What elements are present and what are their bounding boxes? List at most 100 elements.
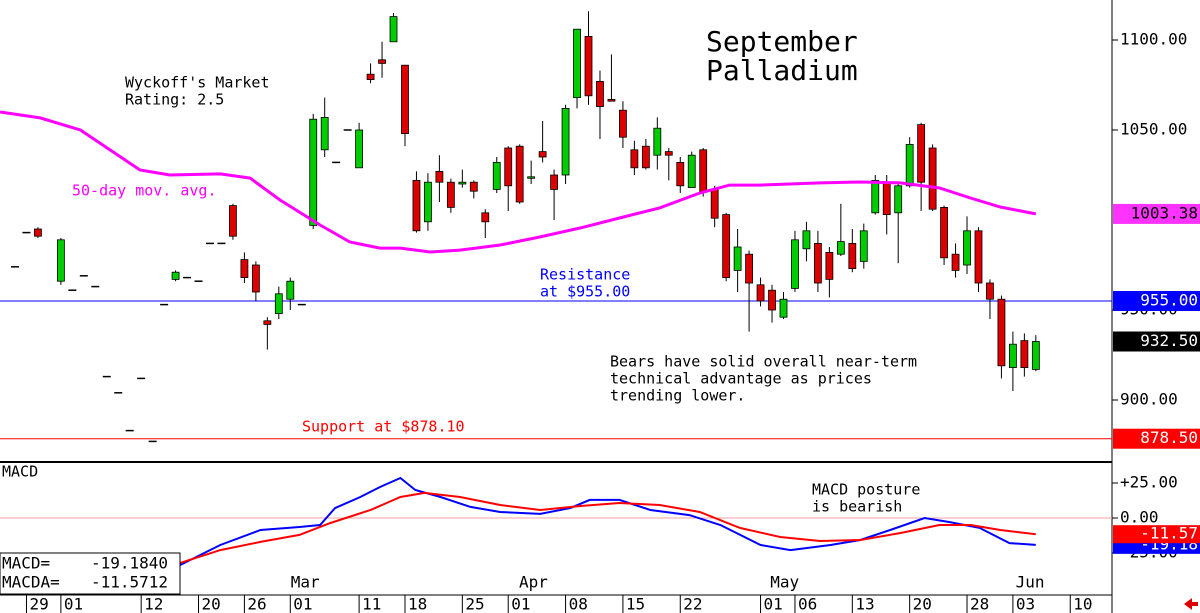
- month-label: May: [770, 573, 799, 592]
- candle-body: [389, 16, 398, 43]
- macd-line: [179, 491, 1036, 564]
- month-label: Apr: [519, 573, 548, 592]
- candle-body: [745, 253, 753, 284]
- candle-body: [641, 145, 650, 169]
- candle-body: [286, 280, 295, 300]
- scroll-arrow[interactable]: [1184, 598, 1198, 610]
- candle-body: [756, 284, 765, 302]
- candle-body: [1020, 340, 1029, 369]
- x-tick-label: 06: [798, 595, 817, 613]
- legend-value: -11.5712: [91, 573, 168, 592]
- candle-body: [469, 181, 478, 192]
- candle-body: [171, 271, 180, 280]
- macd-tick-label: +25.00: [1120, 473, 1178, 492]
- candle-body: [791, 239, 799, 289]
- candle-body: [34, 228, 42, 237]
- candle-body: [619, 109, 627, 138]
- candle-body: [802, 230, 811, 250]
- y-tick-label: 1100.00: [1120, 29, 1187, 48]
- x-tick-label: 25: [465, 595, 484, 613]
- candle-body: [779, 298, 788, 318]
- candle-body: [573, 28, 581, 98]
- legend-value: -19.1840: [91, 554, 168, 573]
- x-tick-label: 15: [626, 595, 645, 613]
- x-tick-label: 10: [1073, 595, 1092, 613]
- candle-body: [814, 243, 822, 284]
- candle-body: [355, 129, 364, 169]
- candle-body: [664, 151, 673, 156]
- level-label: 878.50: [1140, 428, 1198, 447]
- candle-body: [446, 181, 455, 208]
- x-tick-label: 13: [855, 595, 874, 613]
- candle-body: [974, 230, 983, 284]
- x-tick-label: 20: [202, 595, 221, 613]
- candle-body: [401, 64, 409, 134]
- candle-body: [492, 162, 501, 190]
- x-tick-label: 01: [511, 595, 530, 613]
- candle-body: [504, 147, 513, 187]
- annotation: Wyckoff's Market: [125, 74, 270, 92]
- x-tick-label: 01: [293, 595, 312, 613]
- x-tick-label: 28: [970, 595, 989, 613]
- candle-body: [229, 205, 237, 237]
- x-tick-label: 26: [247, 595, 266, 613]
- x-tick-label: 08: [569, 595, 588, 613]
- x-tick-label: 11: [362, 595, 381, 613]
- ma-label: 50-day mov. avg.: [72, 182, 217, 200]
- candle-body: [1008, 343, 1017, 369]
- candle-body: [894, 185, 903, 214]
- x-tick-label: 03: [1016, 595, 1035, 613]
- x-tick-label: 01: [764, 595, 783, 613]
- candle-body: [596, 80, 604, 107]
- candle-body: [1031, 341, 1040, 370]
- candle-body: [527, 176, 536, 179]
- candle-body: [320, 116, 329, 151]
- candle-body: [768, 289, 776, 311]
- month-label: Mar: [291, 573, 320, 592]
- macd-annotation: is bearish: [812, 498, 902, 516]
- x-tick-label: 22: [683, 595, 702, 613]
- candle-body: [653, 127, 662, 156]
- candle-body: [412, 180, 421, 232]
- macd-box: [1113, 525, 1200, 544]
- macd-box-label: -11.57: [1140, 524, 1198, 543]
- candle-body: [859, 230, 868, 262]
- level-box: [1113, 331, 1200, 352]
- candle-body: [940, 207, 948, 259]
- candle-body: [458, 181, 467, 185]
- candle-body: [240, 259, 249, 279]
- candle-body: [561, 107, 570, 176]
- candle-body: [917, 124, 926, 183]
- candle-body: [905, 143, 914, 187]
- candle-body: [630, 149, 639, 169]
- candle-body: [251, 264, 260, 293]
- annotation: trending lower.: [610, 387, 745, 405]
- level-box: [1113, 291, 1200, 312]
- level-label: 932.50: [1140, 331, 1198, 350]
- candle-body: [378, 59, 386, 64]
- candle-body: [435, 171, 444, 183]
- candle-body: [871, 180, 880, 214]
- macd-annotation: MACD posture: [812, 481, 920, 499]
- annotation: Support at $878.10: [302, 418, 465, 436]
- candle-body: [997, 298, 1006, 367]
- macd-line: [179, 476, 1036, 566]
- moving-average: [0, 110, 1037, 254]
- y-tick-label: 900.00: [1120, 390, 1178, 409]
- candle-body: [263, 320, 272, 325]
- candle-body: [309, 118, 318, 226]
- candle-body: [538, 151, 547, 158]
- annotation: Resistance: [540, 266, 630, 284]
- candle-body: [699, 149, 708, 192]
- x-tick-label: 20: [913, 595, 932, 613]
- candle-body: [56, 239, 65, 282]
- candle-body: [676, 162, 685, 187]
- candle-body: [733, 246, 742, 271]
- candle-body: [825, 252, 834, 280]
- candle-body: [550, 174, 558, 190]
- candle-body: [366, 73, 375, 80]
- candle-body: [481, 212, 490, 223]
- level-box: [1113, 428, 1200, 449]
- legend-name: MACDA=: [2, 573, 60, 592]
